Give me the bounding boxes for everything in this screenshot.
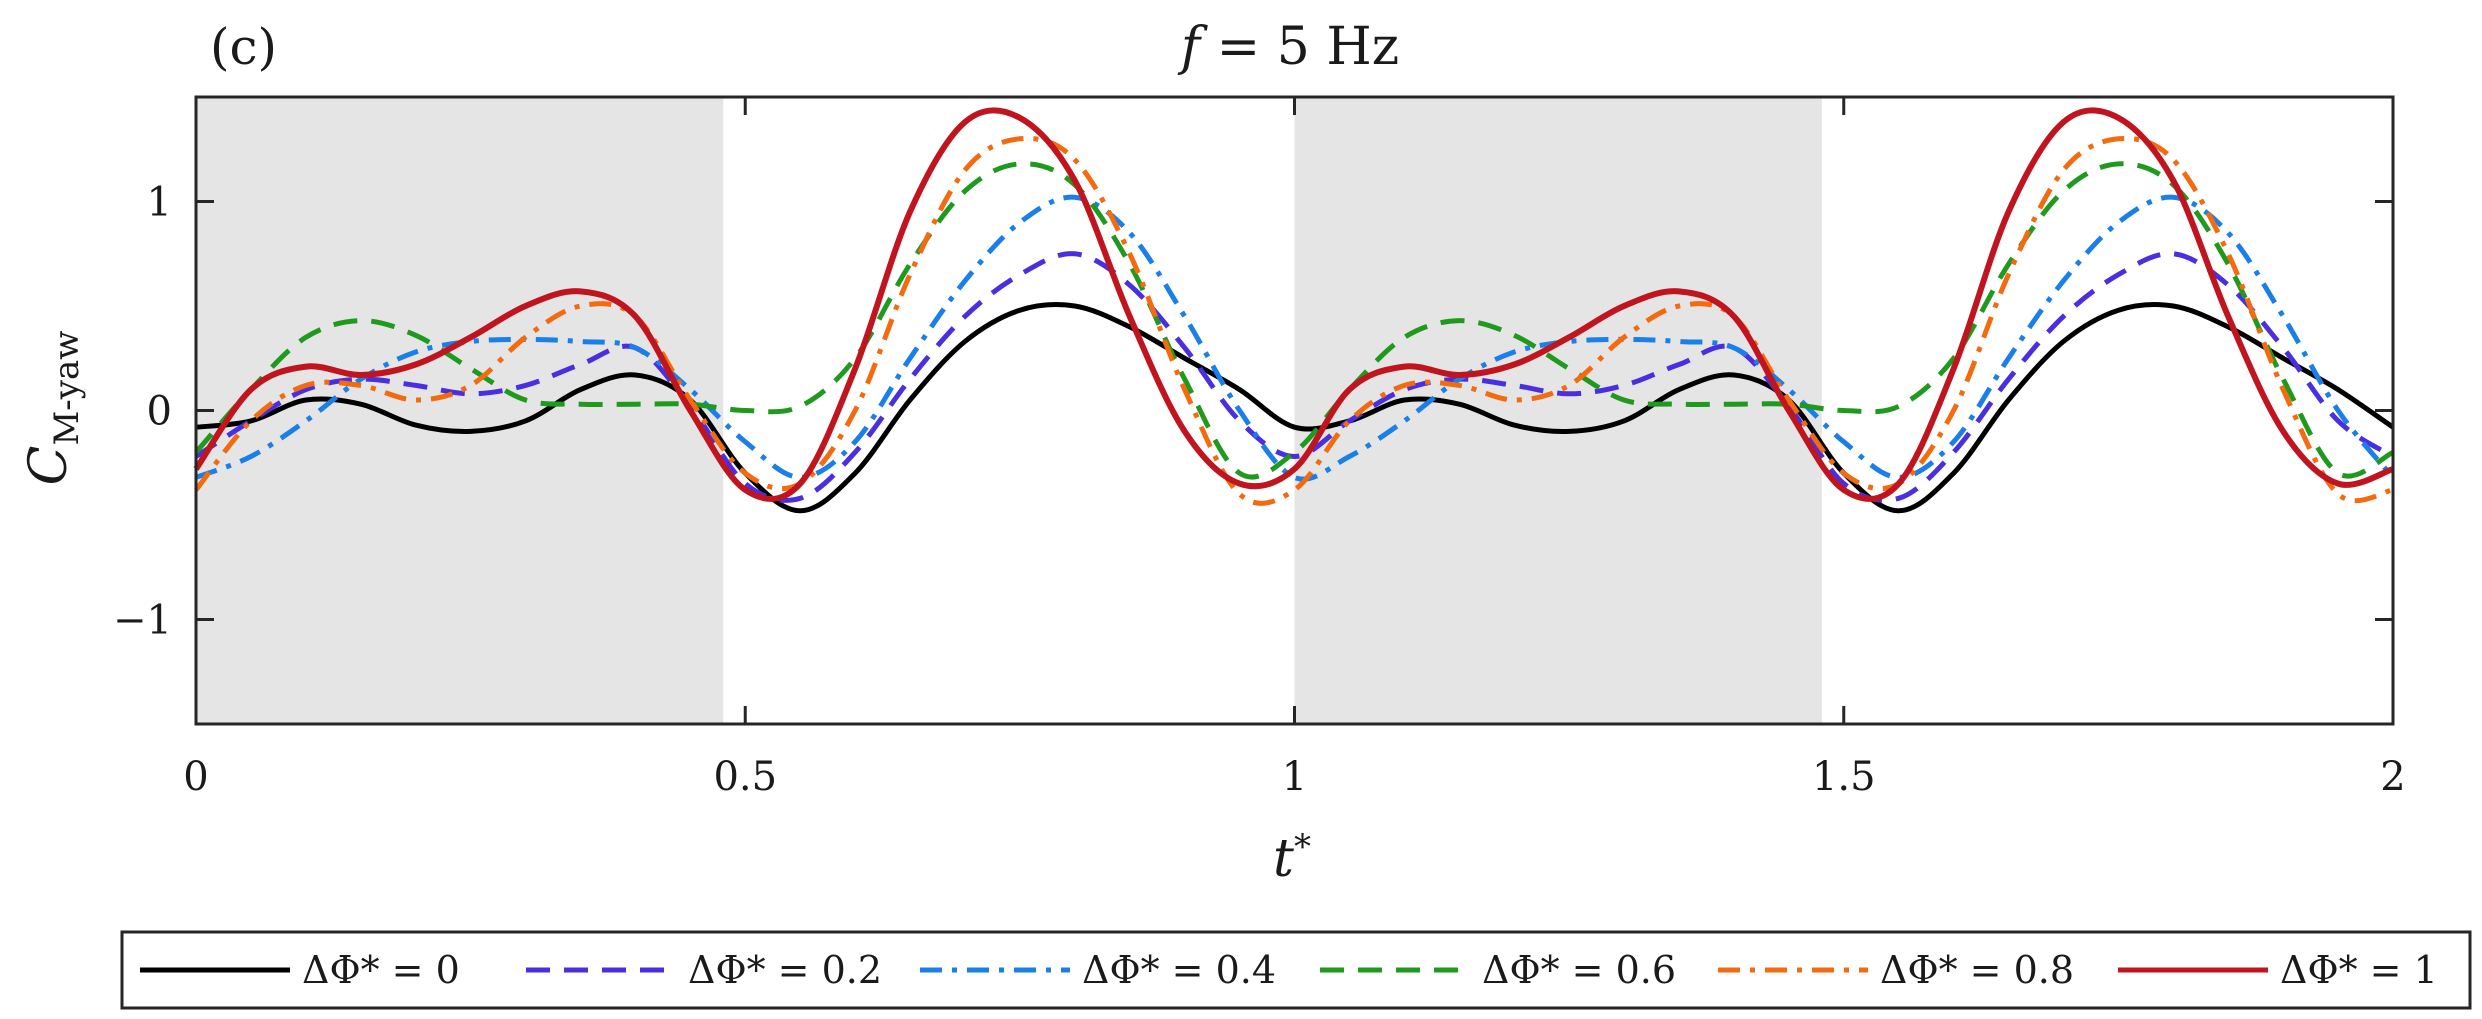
x-tick-label: 1 [1282,754,1307,800]
legend-label-1: ΔΦ* = 0.2 [688,948,882,992]
chart-title: f = 5 Hz [1177,17,1399,77]
x-tick-label: 0 [183,754,208,800]
x-tick-label: 0.5 [713,754,777,800]
y-tick-label: 1 [147,180,172,226]
y-axis-sub: M-yaw [47,331,87,446]
legend-box [120,930,2472,1010]
x-axis-sup: * [1294,827,1311,867]
x-tick-label: 2 [2380,754,2405,800]
tick-marks [194,97,2395,724]
y-tick-label: −1 [113,598,172,644]
series-lines [193,107,2395,514]
series-line-1 [194,251,2395,503]
y-axis-var: C [19,446,79,486]
legend-label-3: ΔΦ* = 0.6 [1482,948,1676,992]
x-axis-title: t* [1273,827,1311,889]
x-tick-label: 1.5 [1812,754,1876,800]
series-line-0 [195,302,2395,514]
x-axis-var: t [1273,829,1294,889]
y-tick-labels: −1 0 1 [113,180,172,644]
legend-label-4: ΔΦ* = 0.8 [1880,948,2074,992]
series-line-2 [195,194,2395,482]
panel-label: (c) [210,18,277,76]
legend: ΔΦ* = 0 ΔΦ* = 0.2 ΔΦ* = 0.4 ΔΦ* = 0.6 ΔΦ* = … [140,948,2438,992]
shaded-regions [196,97,1822,724]
plot-frame [194,95,2395,726]
legend-label-5: ΔΦ* = 1 [2280,948,2438,992]
x-tick-labels: 0 0.5 1 1.5 2 [183,754,2405,800]
series-line-3 [194,161,2395,480]
shaded-interval [196,97,724,724]
series-line-5 [193,107,2395,502]
legend-label-2: ΔΦ* = 0.4 [1082,948,1276,992]
title-rest: = 5 Hz [1200,17,1399,77]
shaded-interval [1294,97,1822,724]
y-axis-title: CM-yaw [19,331,87,486]
series-line-4 [194,135,2394,506]
legend-label-0: ΔΦ* = 0 [302,948,460,992]
y-tick-label: 0 [147,389,172,435]
